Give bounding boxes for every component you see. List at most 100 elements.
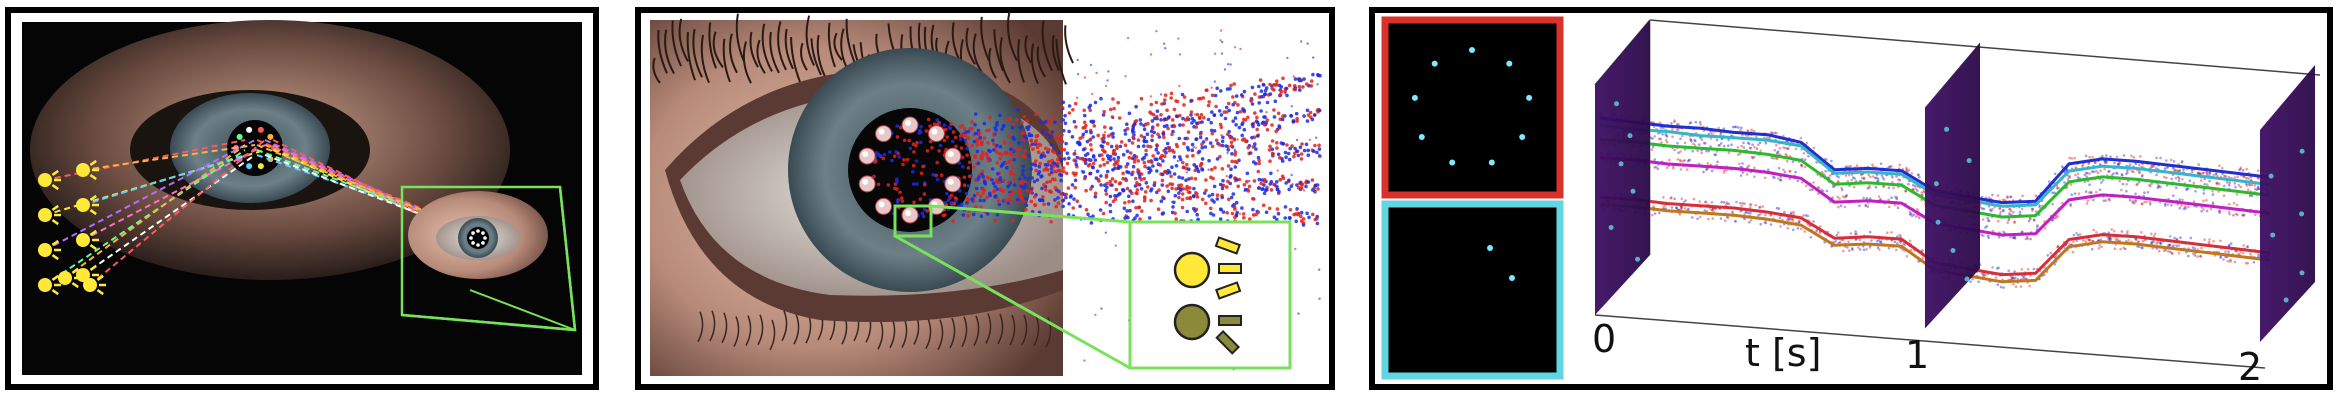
scatter-point bbox=[1749, 146, 1753, 150]
scatter-point bbox=[2246, 245, 2249, 249]
event-point bbox=[982, 198, 986, 203]
scatter-point bbox=[1725, 201, 1729, 204]
inset-edge bbox=[558, 186, 577, 331]
event-point bbox=[1293, 146, 1297, 151]
scatter-point bbox=[1805, 184, 1808, 188]
event-point bbox=[1163, 170, 1167, 174]
scatter-point bbox=[2113, 247, 2117, 250]
eyelash bbox=[777, 21, 787, 71]
glint-core bbox=[905, 210, 911, 216]
eyelash bbox=[988, 47, 997, 79]
event-point bbox=[1139, 134, 1144, 138]
event-point bbox=[1209, 120, 1213, 125]
scatter-point bbox=[1715, 150, 1719, 153]
scatter-point bbox=[1752, 129, 1756, 133]
scatter-point bbox=[1746, 141, 1750, 145]
scatter-point bbox=[2141, 240, 2145, 243]
scatter-point bbox=[2031, 207, 2035, 211]
event-point bbox=[965, 146, 969, 151]
event-point bbox=[1287, 178, 1291, 183]
event-point bbox=[1275, 141, 1279, 145]
event-point bbox=[1250, 122, 1255, 127]
event-point bbox=[990, 178, 994, 182]
scatter-point bbox=[2077, 192, 2081, 195]
event-point bbox=[1018, 147, 1022, 151]
scatter-point bbox=[2010, 277, 2014, 281]
scatter-point bbox=[1887, 205, 1891, 209]
scatter-point bbox=[2012, 277, 2016, 280]
event-point bbox=[1151, 154, 1155, 158]
scatter-point bbox=[2211, 190, 2214, 193]
event-point bbox=[1177, 195, 1181, 200]
event-point bbox=[1110, 183, 1114, 187]
scatter-point bbox=[1874, 185, 1878, 189]
scatter-point bbox=[1791, 228, 1795, 232]
noise-point bbox=[1095, 71, 1098, 75]
event-point bbox=[1220, 167, 1225, 171]
event-point bbox=[1207, 158, 1211, 163]
scatter-point bbox=[2109, 238, 2112, 241]
scatter-point bbox=[1990, 209, 1993, 213]
event-point bbox=[1022, 185, 1026, 190]
scatter-point bbox=[1794, 147, 1798, 151]
event-point bbox=[1200, 197, 1205, 202]
event-point bbox=[1255, 134, 1260, 138]
event-point bbox=[1142, 139, 1147, 144]
event-point bbox=[1033, 163, 1038, 168]
scatter-point bbox=[1770, 156, 1774, 160]
event-point bbox=[1306, 180, 1311, 184]
event-point bbox=[996, 172, 1000, 176]
scatter-point bbox=[1844, 174, 1848, 177]
scatter-point bbox=[1771, 131, 1774, 135]
inset-edge bbox=[401, 313, 576, 332]
slice-glint bbox=[1618, 161, 1624, 167]
eyelash bbox=[664, 29, 675, 75]
event-point bbox=[951, 219, 955, 223]
event-point bbox=[1018, 125, 1023, 129]
event-point bbox=[1042, 202, 1046, 207]
event-point bbox=[1104, 200, 1108, 205]
event-point bbox=[992, 188, 997, 193]
event-point bbox=[1047, 159, 1051, 164]
scatter-point bbox=[2065, 186, 2068, 190]
scatter-point bbox=[1664, 133, 1667, 136]
event-point bbox=[1088, 103, 1093, 108]
event-point bbox=[872, 174, 876, 179]
noise-point bbox=[1235, 212, 1238, 215]
eyelash bbox=[709, 310, 716, 342]
scatter-point bbox=[1853, 177, 1856, 180]
scatter-point bbox=[2239, 185, 2243, 189]
scatter-point bbox=[2198, 172, 2202, 175]
scatter-point bbox=[1773, 148, 1777, 152]
event-point bbox=[1231, 119, 1235, 123]
scatter-point bbox=[1757, 214, 1760, 217]
scatter-point bbox=[1796, 179, 1800, 183]
scatter-point bbox=[1680, 206, 1683, 210]
event-point bbox=[1074, 162, 1078, 167]
scatter-point bbox=[2044, 227, 2047, 230]
scatter-point bbox=[1777, 150, 1780, 153]
light-icon bbox=[38, 208, 52, 222]
scatter-point bbox=[2116, 172, 2119, 175]
scatter-point bbox=[2116, 163, 2120, 166]
pupil-dot bbox=[267, 133, 274, 140]
scatter-point bbox=[2227, 250, 2230, 253]
scatter-point bbox=[1717, 126, 1720, 130]
scatter-point bbox=[2091, 155, 2094, 159]
event-point bbox=[1267, 148, 1272, 152]
scatter-point bbox=[1882, 185, 1886, 188]
scatter-point bbox=[2225, 181, 2229, 184]
event-point bbox=[1178, 157, 1183, 162]
noise-point bbox=[1253, 145, 1257, 148]
scatter-point bbox=[1891, 176, 1894, 179]
event-point bbox=[1042, 183, 1046, 187]
scatter-point bbox=[1662, 205, 1666, 208]
scatter-point bbox=[2243, 175, 2246, 179]
event-point bbox=[1177, 186, 1181, 190]
scatter-point bbox=[1764, 221, 1768, 225]
scatter-point bbox=[1887, 165, 1891, 169]
event-point bbox=[895, 177, 899, 181]
pupil-dot bbox=[476, 243, 480, 247]
noise-point bbox=[1111, 116, 1115, 120]
event-point bbox=[1256, 169, 1261, 174]
